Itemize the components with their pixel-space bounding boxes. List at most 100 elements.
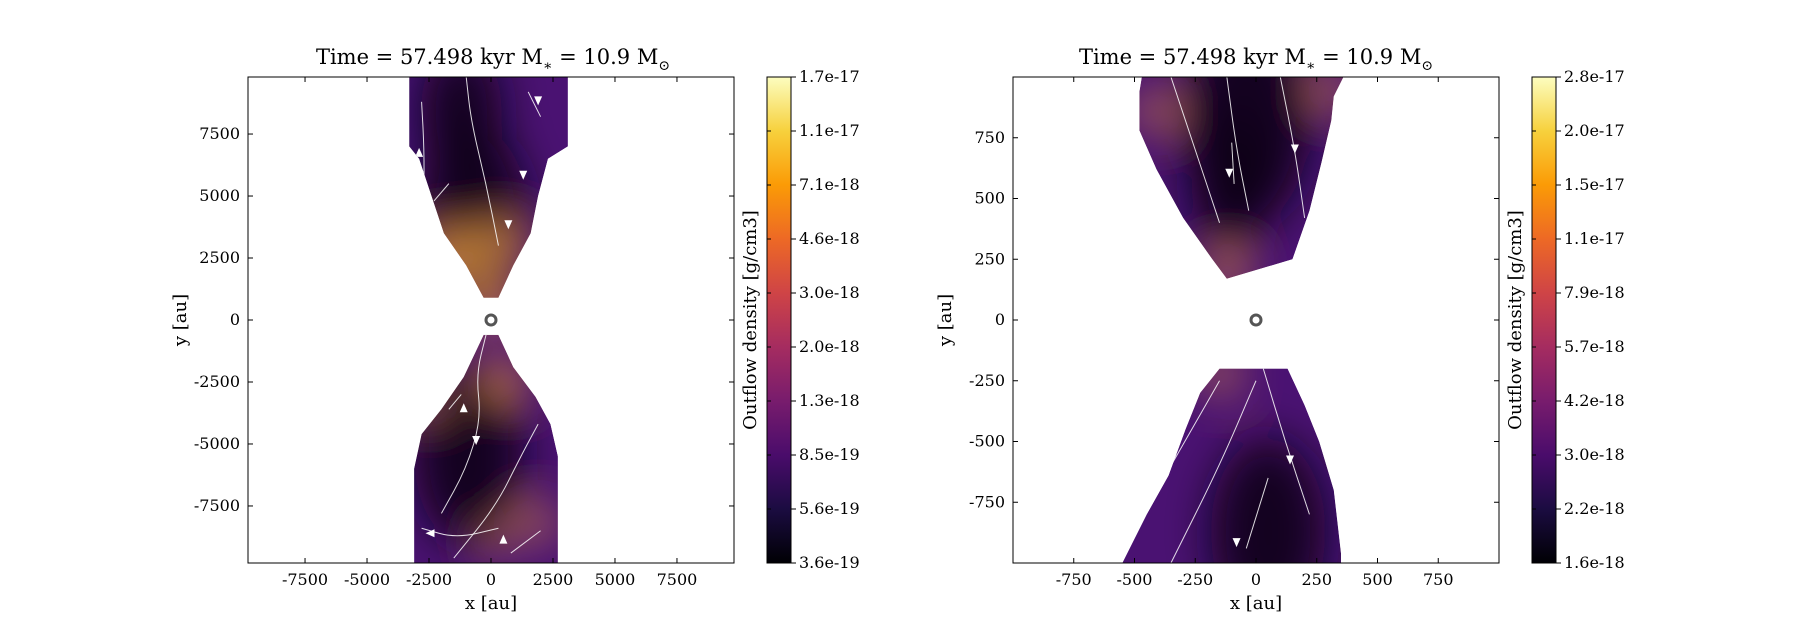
streamline	[440, 334, 487, 514]
colorbar-tick-label: 1.1e-17	[1564, 229, 1625, 248]
streamline-arrow	[504, 220, 513, 230]
y-tick-label: 250	[974, 249, 1005, 268]
x-tick-label: -250	[1177, 570, 1213, 589]
streamline-arrow	[472, 436, 481, 446]
streamline-arrow	[422, 190, 431, 200]
panel-left-colorbar-label: Outflow density [g/cm3]	[740, 210, 761, 430]
colorbar-tick-label: 5.7e-18	[1564, 337, 1625, 356]
streamline-arrow	[415, 147, 424, 157]
panel-right-axes: -750 -500 -250 0 250 500 750 -750 -500 -250 0 250 50…	[969, 76, 1500, 589]
star-marker	[484, 313, 498, 327]
x-tick-label: 0	[1251, 570, 1261, 589]
x-tick-label: -2500	[406, 570, 452, 589]
colorbar-tick-label: 2.2e-18	[1564, 499, 1625, 518]
y-tick-label: -250	[969, 371, 1005, 390]
streamline	[1226, 77, 1250, 211]
y-tick-label: 0	[230, 310, 240, 329]
streamline-arrow	[534, 96, 543, 106]
y-tick-label: -750	[969, 492, 1005, 511]
x-tick-label: -500	[1117, 570, 1153, 589]
y-tick-label: -5000	[194, 434, 240, 453]
colorbar-tick-label: 1.6e-18	[1564, 553, 1625, 572]
panel-right-colorbar: 1.6e-18 2.2e-18 3.0e-18 4.2e-18 5.7e-18 7.9e-…	[1531, 67, 1625, 572]
colorbar-tick-label: 7.1e-18	[799, 175, 860, 194]
x-tick-label: -750	[1056, 570, 1092, 589]
x-tick-label: 500	[1362, 570, 1393, 589]
streamline	[448, 394, 462, 410]
colorbar-tick-label: 1.7e-17	[799, 67, 860, 86]
streamline	[510, 530, 541, 554]
density-high-region	[478, 223, 524, 268]
y-tick-label: -500	[969, 432, 1005, 451]
panel-left-colorbar: 3.6e-19 5.6e-19 8.5e-19 1.3e-18 2.0e-18 3.0e-…	[766, 67, 860, 572]
panel-right: Time = 57.498 kyr M∗ = 10.9 M⊙ -750 -500-…	[935, 45, 1625, 614]
colorbar-tick-label: 1.1e-17	[799, 121, 860, 140]
panel-right-plot	[1122, 77, 1344, 563]
panel-left-plot	[409, 77, 568, 563]
streamline	[1231, 142, 1235, 184]
colorbar-tick-label: 2.0e-17	[1564, 121, 1625, 140]
streamline-arrow	[1290, 144, 1299, 154]
density-high-region	[1208, 255, 1246, 293]
colorbar-tick-label: 3.0e-18	[799, 283, 860, 302]
streamline	[453, 423, 539, 559]
colorbar-tick-label: 8.5e-19	[799, 445, 860, 464]
x-tick-label: 5000	[595, 570, 636, 589]
colorbar-gradient	[766, 76, 792, 564]
x-tick-label: -7500	[282, 570, 328, 589]
y-tick-label: -7500	[194, 496, 240, 515]
density-high-region	[486, 360, 525, 399]
streamline-arrow	[499, 534, 508, 544]
density-high-region	[1202, 355, 1238, 391]
panel-right-colorbar-label: Outflow density [g/cm3]	[1505, 210, 1526, 430]
panel-left-title: Time = 57.498 kyr M∗ = 10.9 M⊙	[316, 45, 670, 74]
x-tick-label: -5000	[344, 570, 390, 589]
x-tick-label: 7500	[657, 570, 698, 589]
streamline-arrow	[1232, 538, 1241, 548]
colorbar-tick-label: 7.9e-18	[1564, 283, 1625, 302]
streamline	[421, 527, 499, 537]
colorbar-tick-label: 1.5e-17	[1564, 175, 1625, 194]
x-tick-label: 250	[1301, 570, 1332, 589]
density-high-region	[417, 390, 441, 413]
density-low-region	[1210, 437, 1326, 563]
panel-left-axes: -7500 -5000 -2500 0 2500 5000 7500 -7500 -5000 -2…	[194, 76, 735, 589]
streamline-arrow	[519, 170, 528, 180]
y-tick-label: -2500	[194, 372, 240, 391]
x-tick-label: 0	[486, 570, 496, 589]
density-high-region	[1317, 77, 1344, 106]
y-tick-label: 500	[974, 189, 1005, 208]
colorbar-tick-label: 4.2e-18	[1564, 391, 1625, 410]
streamline	[1262, 368, 1310, 515]
density-high-region	[420, 230, 477, 286]
panel-right-xlabel: x [au]	[1230, 593, 1282, 614]
y-tick-label: 0	[995, 310, 1005, 329]
density-low-region	[420, 77, 503, 179]
panel-left-xlabel: x [au]	[465, 593, 517, 614]
y-tick-label: 750	[974, 128, 1005, 147]
y-tick-label: 5000	[199, 186, 240, 205]
y-tick-label: 7500	[199, 124, 240, 143]
streamline	[1279, 77, 1306, 219]
colorbar-tick-label: 4.6e-18	[799, 229, 860, 248]
x-tick-label: 750	[1423, 570, 1454, 589]
density-high-region	[1136, 93, 1172, 129]
streamline	[527, 91, 542, 117]
density-high-region	[521, 506, 555, 541]
colorbar-tick-label: 3.6e-19	[799, 553, 860, 572]
streamline-arrow	[1225, 168, 1234, 178]
panel-right-title: Time = 57.498 kyr M∗ = 10.9 M⊙	[1079, 45, 1433, 74]
streamline	[1170, 77, 1221, 223]
star-marker	[1249, 313, 1263, 327]
streamline	[433, 183, 450, 202]
streamline	[1245, 477, 1269, 549]
streamline	[465, 77, 499, 246]
streamline	[1170, 380, 1257, 563]
colorbar-tick-label: 2.0e-18	[799, 337, 860, 356]
panel-right-ylabel: y [au]	[935, 294, 956, 347]
density-low-region	[1191, 118, 1272, 250]
colorbar-tick-label: 2.8e-17	[1564, 67, 1625, 86]
density-low-region	[414, 367, 524, 546]
colorbar-gradient	[1531, 76, 1557, 564]
